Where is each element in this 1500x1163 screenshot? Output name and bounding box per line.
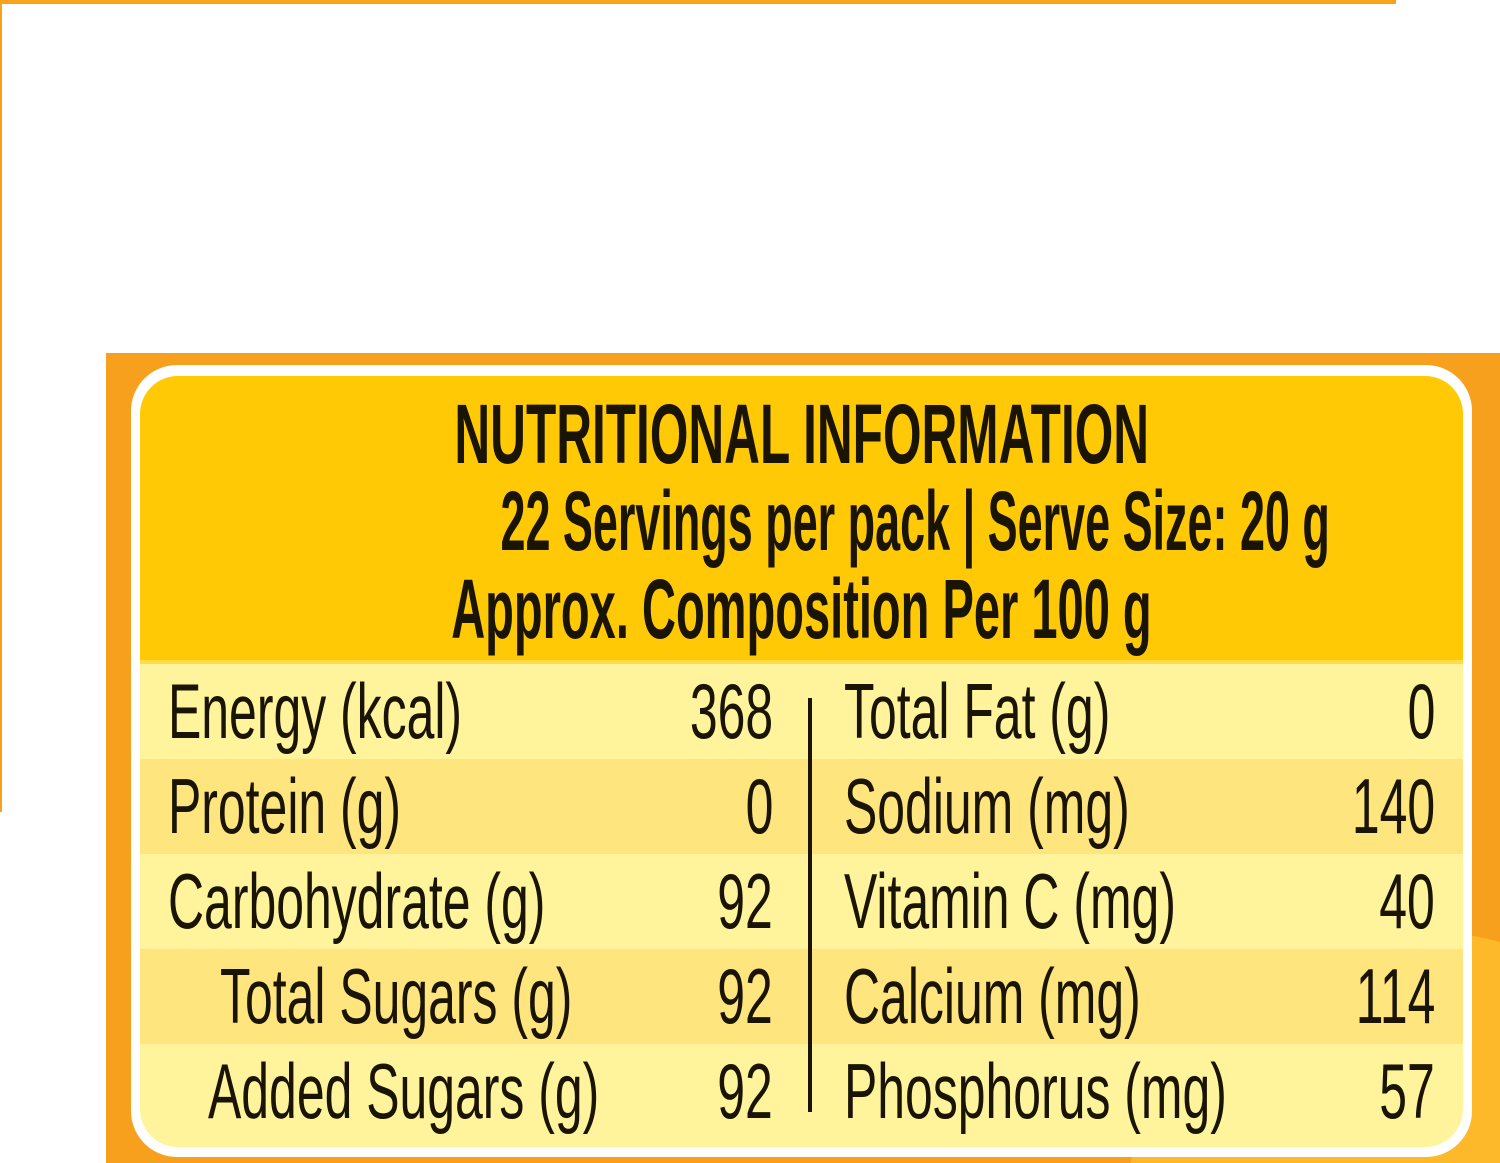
nutrient-value: 92 — [717, 1047, 773, 1135]
nutrient-label: Vitamin C (mg) — [844, 857, 1176, 945]
nutrient-value: 140 — [1351, 762, 1435, 850]
nutrient-label: Calcium (mg) — [844, 952, 1141, 1040]
column-divider — [808, 698, 812, 1112]
nutrient-value: 114 — [1355, 952, 1435, 1040]
table-row: Added Sugars (g) 92 Phosphorus (mg) 57 — [140, 1044, 1463, 1147]
frame-top-border — [0, 0, 1396, 4]
nutrient-label: Protein (g) — [168, 762, 402, 850]
servings-line: 22 Servings per pack | Serve Size: 20 g — [140, 473, 1463, 569]
nutrient-value: 92 — [717, 857, 773, 945]
composition-line-text: Approx. Composition Per 100 g — [451, 562, 1152, 656]
nutrient-label: Sodium (mg) — [844, 762, 1130, 850]
nutrient-value: 0 — [745, 762, 773, 850]
nutrient-label: Total Sugars (g) — [220, 952, 573, 1040]
table-row: Carbohydrate (g) 92 Vitamin C (mg) 40 — [140, 854, 1463, 949]
nutrient-label: Total Fat (g) — [844, 667, 1111, 755]
nutrition-card: NUTRITIONAL INFORMATION 22 Servings per … — [131, 365, 1472, 1157]
label-title-text: NUTRITIONAL INFORMATION — [454, 387, 1149, 481]
nutrient-label: Carbohydrate (g) — [168, 857, 546, 945]
composition-line: Approx. Composition Per 100 g — [140, 561, 1463, 657]
nutrient-value: 368 — [689, 667, 773, 755]
nutrient-label: Added Sugars (g) — [208, 1047, 600, 1135]
servings-line-text: 22 Servings per pack | Serve Size: 20 g — [500, 474, 1330, 568]
nutrient-value: 57 — [1379, 1047, 1435, 1135]
table-row: Energy (kcal) 368 Total Fat (g) 0 — [140, 664, 1463, 759]
label-header: NUTRITIONAL INFORMATION 22 Servings per … — [140, 376, 1463, 664]
nutrition-label-panel: NUTRITIONAL INFORMATION 22 Servings per … — [106, 353, 1500, 1163]
label-title: NUTRITIONAL INFORMATION — [140, 384, 1463, 484]
frame-left-border — [0, 0, 2, 812]
nutrient-label: Energy (kcal) — [168, 667, 463, 755]
table-row: Protein (g) 0 Sodium (mg) 140 — [140, 759, 1463, 854]
nutrition-card-inner: NUTRITIONAL INFORMATION 22 Servings per … — [140, 376, 1463, 1147]
nutrient-label: Phosphorus (mg) — [844, 1047, 1227, 1135]
nutrient-value: 40 — [1379, 857, 1435, 945]
nutrient-value: 0 — [1407, 667, 1435, 755]
nutrition-table: Energy (kcal) 368 Total Fat (g) 0 Protei… — [140, 664, 1463, 1147]
nutrient-value: 92 — [717, 952, 773, 1040]
table-row: Total Sugars (g) 92 Calcium (mg) 114 — [140, 949, 1463, 1044]
